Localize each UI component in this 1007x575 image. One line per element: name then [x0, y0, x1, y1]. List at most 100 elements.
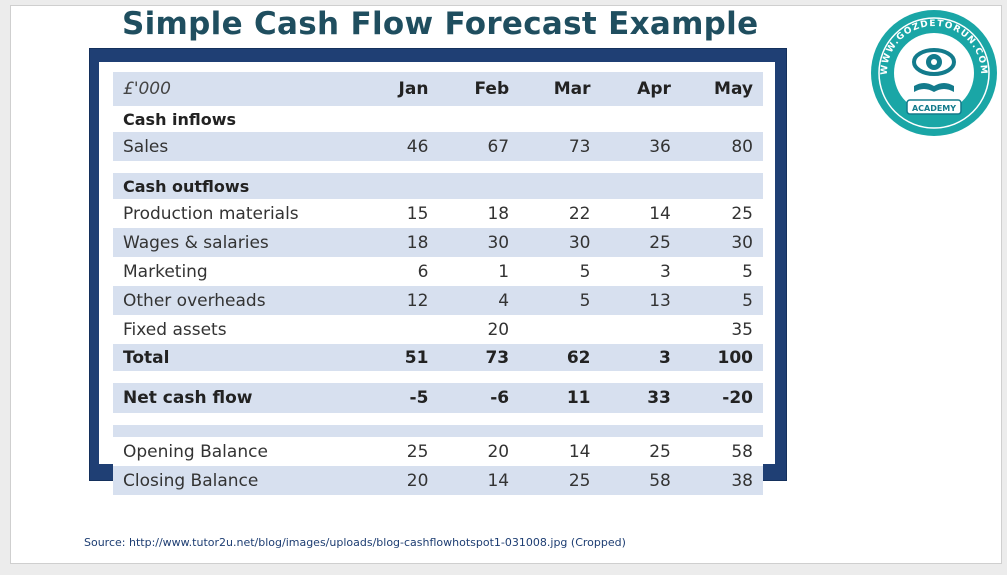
cell-value	[519, 315, 600, 344]
cell-value: 14	[487, 470, 510, 491]
cell-value	[600, 371, 680, 383]
cell-value	[681, 106, 763, 132]
cell-value	[359, 161, 438, 173]
cell-value	[681, 413, 763, 425]
cell-value: 30	[731, 232, 753, 253]
cell-value: 11	[566, 388, 591, 408]
cell-value	[519, 173, 600, 199]
row-label: Marketing	[123, 261, 208, 282]
table-row: Fixed assets 20 35	[113, 315, 763, 344]
cell-value	[438, 371, 519, 383]
spacer-row	[113, 425, 763, 437]
cell-value: 22	[568, 203, 591, 224]
cash-flow-table: £'000 Jan Feb Mar Apr May Cash inflows Sa…	[113, 72, 763, 495]
row-label: Other overheads	[123, 290, 266, 311]
cell-value	[519, 413, 600, 425]
cell-value: 73	[568, 136, 591, 157]
row-label: Cash inflows	[123, 109, 237, 129]
month-header: Apr	[637, 79, 671, 99]
cell-value: 15	[406, 203, 429, 224]
month-header: May	[714, 79, 753, 99]
cell-value: 5	[579, 261, 591, 282]
cell-value	[600, 173, 680, 199]
cell-value	[359, 106, 438, 132]
table-row: Cash outflows	[113, 173, 763, 199]
row-label: Production materials	[123, 203, 299, 224]
cell-value: 13	[649, 290, 671, 311]
cell-value: 18	[487, 203, 510, 224]
cell-value	[438, 413, 519, 425]
cell-value	[359, 425, 438, 437]
cell-value: 51	[404, 347, 429, 368]
cell-value: 3	[660, 261, 671, 282]
cell-value: 20	[406, 470, 429, 491]
cell-value	[359, 371, 438, 383]
row-label: Closing Balance	[123, 470, 259, 491]
cell-value: 6	[417, 261, 429, 282]
cell-value: 100	[717, 347, 754, 368]
table-row: Total 51 73 62 3 100	[113, 344, 763, 371]
month-header: Mar	[553, 79, 591, 99]
row-label: Sales	[123, 136, 169, 157]
cell-value	[359, 315, 438, 344]
table-row: Cash inflows	[113, 106, 763, 132]
cell-value: 14	[568, 441, 591, 462]
cell-value	[600, 425, 680, 437]
slide-title: Simple Cash Flow Forecast Example	[122, 6, 759, 42]
cell-value: 38	[731, 470, 753, 491]
cell-value: 58	[649, 470, 671, 491]
cell-value	[519, 371, 600, 383]
cell-value	[359, 173, 438, 199]
cell-value: 25	[568, 470, 591, 491]
table-header-row: £'000 Jan Feb Mar Apr May	[113, 72, 763, 106]
month-header: Feb	[474, 79, 510, 99]
cell-value: 14	[649, 203, 671, 224]
cell-value: 33	[647, 388, 671, 408]
cell-value	[438, 161, 519, 173]
cell-value: 73	[485, 347, 510, 368]
cell-value	[438, 425, 519, 437]
cell-value	[519, 161, 600, 173]
table-row: Other overheads 12 4 5 13 5	[113, 286, 763, 315]
cell-value: 30	[487, 232, 510, 253]
cell-value	[681, 425, 763, 437]
table-row: Opening Balance 25 20 14 25 58	[113, 437, 763, 466]
cell-value: 30	[568, 232, 591, 253]
cell-value: 25	[406, 441, 429, 462]
cell-value: 5	[579, 290, 591, 311]
month-header: Jan	[398, 79, 429, 99]
row-label	[113, 371, 359, 383]
cell-value: 20	[487, 441, 510, 462]
row-label: Opening Balance	[123, 441, 268, 462]
cell-value: 3	[659, 347, 671, 368]
cell-value: -20	[722, 388, 753, 408]
cell-value: 36	[649, 136, 671, 157]
table-row: Closing Balance 20 14 25 58 38	[113, 466, 763, 495]
row-label: Cash outflows	[123, 176, 250, 196]
table-row: Net cash flow -5 -6 11 33 -20	[113, 383, 763, 413]
cell-value: 5	[742, 261, 753, 282]
unit-label: £'000	[123, 79, 171, 99]
cell-value: 5	[742, 290, 753, 311]
row-label	[113, 413, 359, 425]
table-row: Sales 46 67 73 36 80	[113, 132, 763, 161]
table-row: Production materials 15 18 22 14 25	[113, 199, 763, 228]
cell-value: 35	[731, 319, 753, 340]
cell-value: 4	[498, 290, 510, 311]
cell-value	[600, 413, 680, 425]
cell-value: 25	[649, 232, 671, 253]
row-label: Fixed assets	[123, 319, 227, 340]
cell-value: 80	[731, 136, 753, 157]
row-label: Wages & salaries	[123, 232, 269, 253]
source-caption: Source: http://www.tutor2u.net/blog/imag…	[84, 536, 626, 549]
cell-value: -6	[490, 388, 510, 408]
cell-value	[681, 161, 763, 173]
cell-value	[438, 106, 519, 132]
cell-value	[359, 413, 438, 425]
academy-logo: WWW.GOZDETORUN.COM ACADEMY	[871, 10, 997, 136]
cell-value	[600, 315, 680, 344]
cell-value: 25	[731, 203, 753, 224]
spacer-row	[113, 413, 763, 425]
cell-value	[681, 371, 763, 383]
cell-value: 18	[406, 232, 429, 253]
